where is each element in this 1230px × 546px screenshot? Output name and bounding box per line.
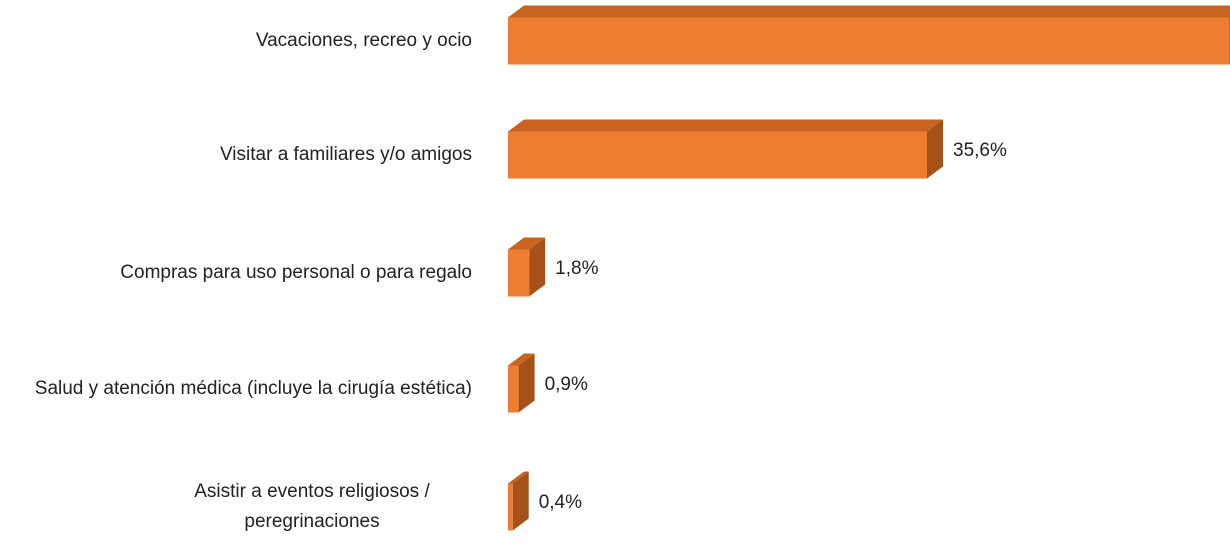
category-label: Visitar a familiares y/o amigos <box>220 140 472 170</box>
bar-top <box>508 237 546 250</box>
category-text: Compras para uso personal o para regalo <box>120 262 472 283</box>
data-label: 0,4% <box>539 492 582 513</box>
bar-side <box>518 353 535 413</box>
bar-side <box>529 237 546 297</box>
category-label: Asistir a eventos religiosos / peregrina… <box>152 477 472 537</box>
bar <box>508 471 529 531</box>
bar-front <box>508 483 513 531</box>
category-text: Salud y atención médica (incluye la ciru… <box>34 378 472 399</box>
bar-front <box>508 365 519 413</box>
bar-top <box>508 5 1230 18</box>
category-text: Visitar a familiares y/o amigos <box>219 144 472 165</box>
bar-top <box>508 119 944 132</box>
data-label: 0,9% <box>545 374 588 395</box>
bar-front <box>508 17 1230 65</box>
category-text: Asistir a eventos religiosos / peregrina… <box>194 481 430 532</box>
bar-side <box>927 119 944 179</box>
bar <box>508 5 1230 65</box>
bar-front <box>508 131 928 179</box>
bar-front <box>508 249 530 297</box>
category-label: Compras para uso personal o para regalo <box>120 258 472 288</box>
bar <box>508 119 944 179</box>
category-label: Vacaciones, recreo y ocio <box>256 26 472 56</box>
bar-top <box>508 353 535 366</box>
bar-side <box>512 471 529 531</box>
bar <box>508 237 546 297</box>
bar-top <box>508 471 529 484</box>
bar <box>508 353 535 413</box>
data-label: 35,6% <box>953 140 1007 161</box>
category-text: Vacaciones, recreo y ocio <box>255 30 472 51</box>
data-label: 1,8% <box>555 258 598 279</box>
category-label: Salud y atención médica (incluye la ciru… <box>35 374 472 404</box>
